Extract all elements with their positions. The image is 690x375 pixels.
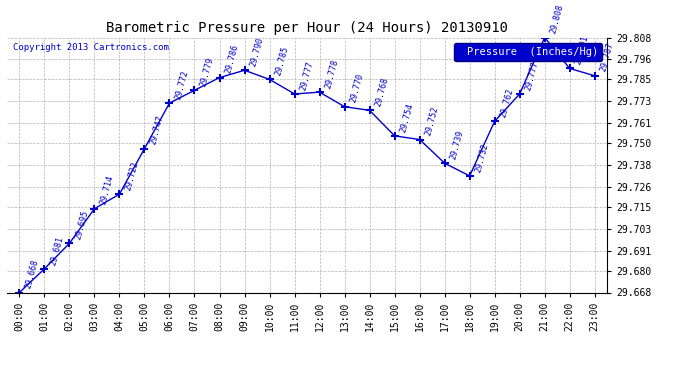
Text: 29.777: 29.777 — [524, 60, 540, 91]
Title: Barometric Pressure per Hour (24 Hours) 20130910: Barometric Pressure per Hour (24 Hours) … — [106, 21, 508, 35]
Text: Copyright 2013 Cartronics.com: Copyright 2013 Cartronics.com — [13, 43, 169, 52]
Text: 29.752: 29.752 — [424, 105, 440, 137]
Text: 29.791: 29.791 — [574, 34, 591, 66]
Text: 29.754: 29.754 — [399, 102, 415, 133]
Text: 29.714: 29.714 — [99, 175, 115, 206]
Text: 29.747: 29.747 — [148, 114, 165, 146]
Text: 29.770: 29.770 — [348, 73, 365, 104]
Text: 29.787: 29.787 — [599, 42, 615, 73]
Text: 29.762: 29.762 — [499, 87, 515, 118]
Text: 29.668: 29.668 — [23, 258, 40, 290]
Text: 29.808: 29.808 — [549, 3, 565, 35]
Text: 29.772: 29.772 — [174, 69, 190, 100]
Text: 29.695: 29.695 — [74, 209, 90, 240]
Text: 29.732: 29.732 — [474, 142, 491, 173]
Text: 29.790: 29.790 — [248, 36, 265, 68]
Text: 29.785: 29.785 — [274, 45, 290, 76]
Text: 29.779: 29.779 — [199, 56, 215, 87]
Text: 29.768: 29.768 — [374, 76, 391, 108]
Legend: Pressure  (Inches/Hg): Pressure (Inches/Hg) — [454, 43, 602, 61]
Text: 29.778: 29.778 — [324, 58, 340, 89]
Text: 29.681: 29.681 — [48, 235, 65, 266]
Text: 29.777: 29.777 — [299, 60, 315, 91]
Text: 29.739: 29.739 — [448, 129, 465, 160]
Text: 29.722: 29.722 — [124, 160, 140, 191]
Text: 29.786: 29.786 — [224, 44, 240, 75]
